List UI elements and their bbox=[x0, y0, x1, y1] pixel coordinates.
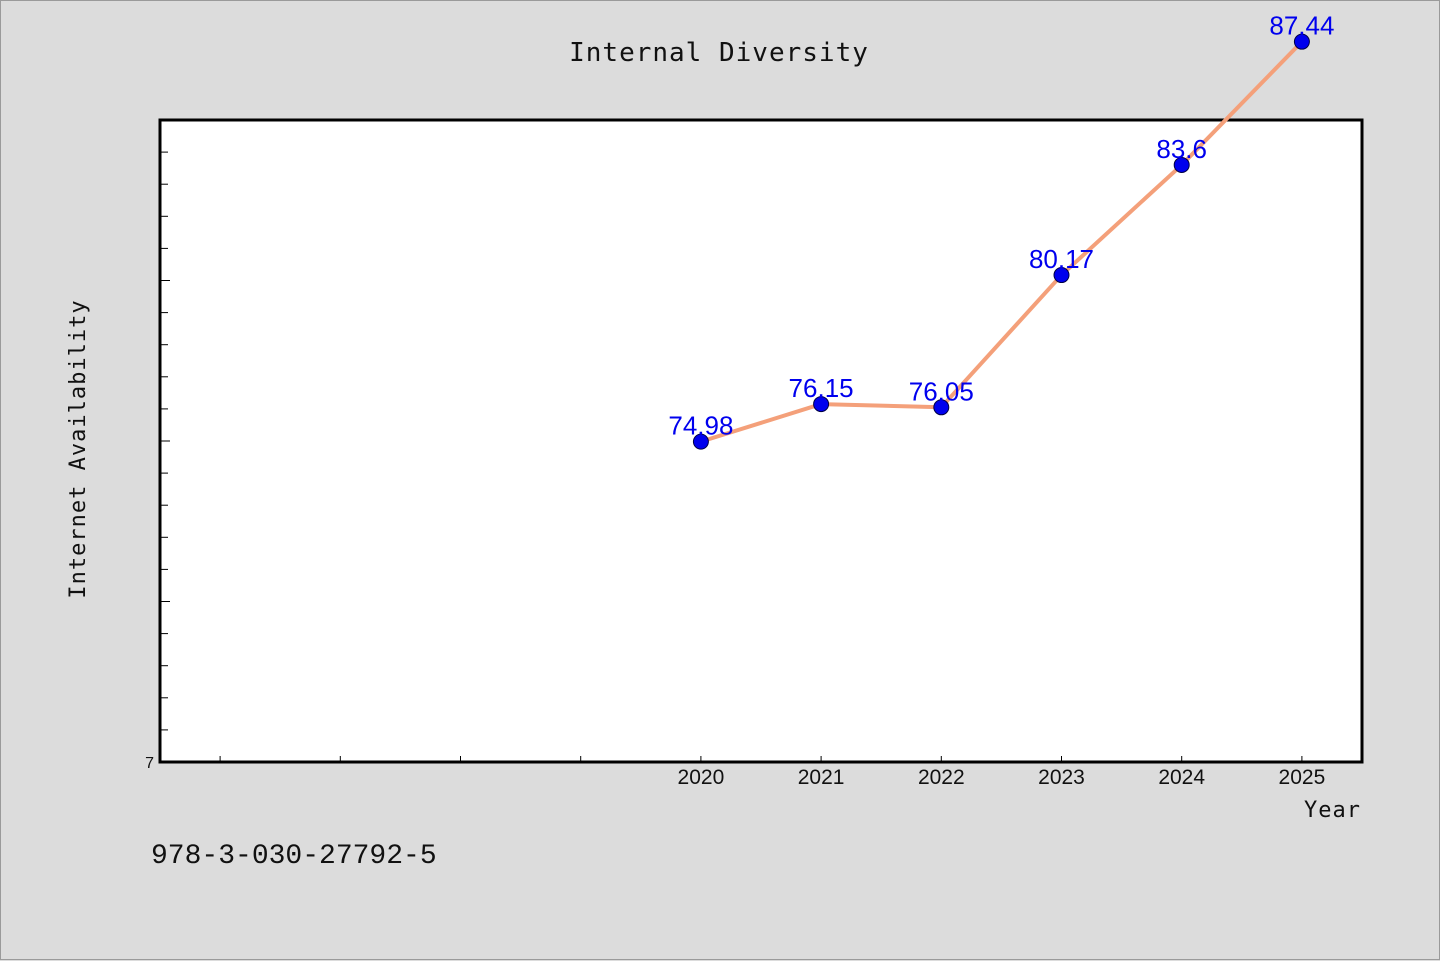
y-tick-label: 7 bbox=[145, 755, 154, 772]
data-label: 80.17 bbox=[1029, 244, 1094, 274]
data-label: 76.15 bbox=[789, 373, 854, 403]
series-data-labels: 74.98 76.15 76.05 80.17 83.6 87.44 bbox=[668, 11, 1334, 441]
isbn-text: 978-3-030-27792-5 bbox=[151, 841, 437, 872]
data-label: 87.44 bbox=[1269, 11, 1334, 41]
data-label: 83.6 bbox=[1156, 134, 1207, 164]
x-tick-label: 2024 bbox=[1158, 766, 1205, 789]
x-axis-label: Year bbox=[1304, 798, 1361, 823]
y-axis-ticks: 7 bbox=[145, 119, 170, 772]
data-label: 74.98 bbox=[668, 411, 733, 441]
data-point bbox=[813, 396, 830, 413]
x-axis-ticks: 2020 2021 2022 2023 2024 2025 bbox=[219, 756, 1326, 789]
series-markers bbox=[692, 33, 1310, 450]
x-tick-label: 2020 bbox=[678, 766, 725, 789]
data-point bbox=[1053, 267, 1070, 284]
chart-title: Internal Diversity bbox=[569, 38, 869, 68]
x-tick-label: 2025 bbox=[1279, 766, 1326, 789]
data-label: 76.05 bbox=[909, 376, 974, 406]
data-point bbox=[692, 433, 709, 450]
series-line bbox=[698, 39, 1304, 444]
y-axis-label: Internet Availability bbox=[66, 299, 91, 598]
x-tick-label: 2021 bbox=[798, 766, 845, 789]
plot-area bbox=[158, 118, 1364, 764]
data-point bbox=[1173, 156, 1190, 173]
x-tick-label: 2022 bbox=[918, 766, 965, 789]
data-point bbox=[933, 399, 950, 416]
x-tick-label: 2023 bbox=[1038, 766, 1085, 789]
data-point bbox=[1293, 33, 1310, 50]
